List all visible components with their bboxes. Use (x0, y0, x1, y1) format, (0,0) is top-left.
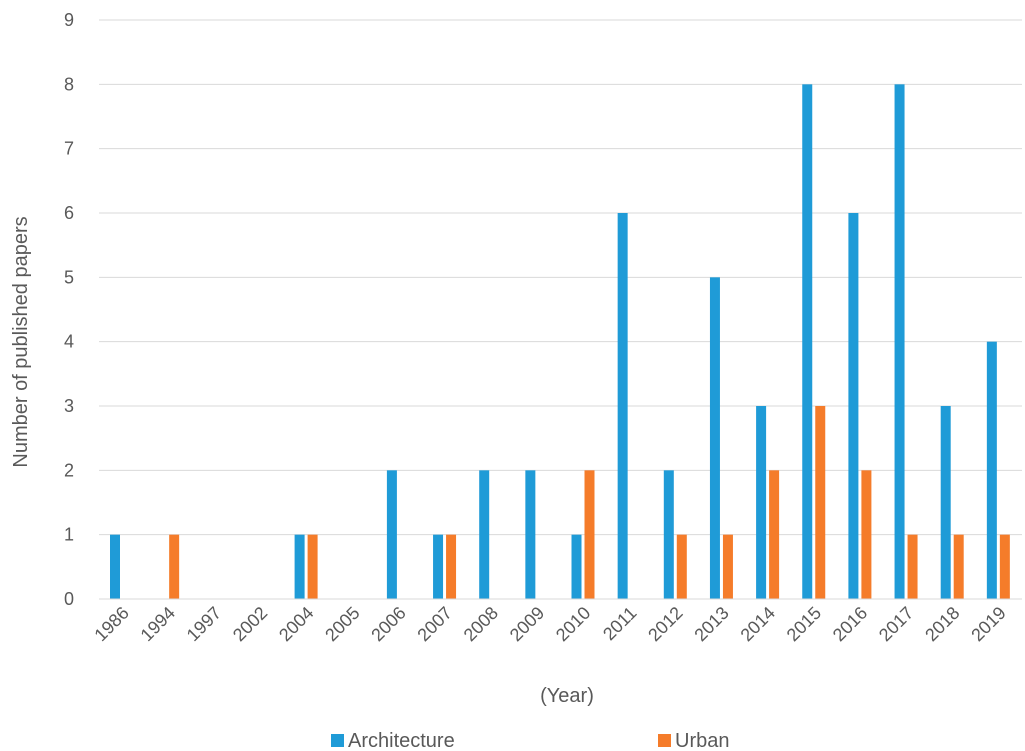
x-tick-label: 2009 (506, 603, 548, 645)
x-tick-label: 2012 (644, 603, 686, 645)
x-tick-label: 2008 (460, 603, 502, 645)
x-tick-label: 2006 (367, 603, 409, 645)
bar-architecture-2018 (940, 406, 951, 599)
y-tick-label: 1 (64, 525, 74, 545)
y-axis-title: Number of published papers (10, 216, 32, 467)
bar-urban-2010 (584, 470, 595, 599)
bar-urban-2012 (676, 534, 687, 599)
x-axis-ticks: 1986 1994 1997 2002 2004 2005 2006 2007 2008 2009… (90, 603, 1009, 645)
bar-urban-2018 (953, 534, 964, 599)
bar-urban-2017 (907, 534, 918, 599)
y-tick-label: 0 (64, 589, 74, 609)
bar-urban-2019 (999, 534, 1010, 599)
bar-urban-2014 (769, 470, 780, 599)
bar-urban-2007 (446, 534, 457, 599)
bar-architecture-2016 (848, 213, 859, 599)
bar-architecture-2014 (756, 406, 767, 599)
y-tick-label: 8 (64, 74, 74, 94)
gridlines (99, 19, 1022, 536)
y-tick-label: 7 (64, 139, 74, 159)
y-axis-ticks: 0 1 2 3 4 5 6 7 8 9 (64, 10, 74, 609)
y-tick-label: 2 (64, 460, 74, 480)
bar-architecture-2009 (525, 470, 536, 599)
bar-architecture-1986 (110, 534, 120, 599)
bar-architecture-2017 (894, 84, 905, 600)
bar-urban-2015 (815, 406, 826, 599)
bar-architecture-2007 (433, 534, 444, 599)
y-tick-label: 5 (64, 267, 74, 287)
legend-swatch-architecture (331, 734, 344, 747)
bar-architecture-2012 (663, 470, 674, 599)
x-tick-label: 2007 (413, 603, 455, 645)
x-tick-label: 2014 (737, 603, 779, 645)
x-tick-label: 2016 (829, 603, 871, 645)
x-tick-label: 2018 (921, 603, 963, 645)
x-tick-label: 1994 (137, 603, 179, 645)
x-tick-label: 2015 (783, 603, 825, 645)
y-tick-label: 3 (64, 396, 74, 416)
y-tick-label: 9 (64, 10, 74, 30)
x-tick-label: 2017 (875, 603, 917, 645)
bar-architecture-2019 (986, 341, 997, 599)
x-tick-label: 2013 (690, 603, 732, 645)
bar-architecture-2015 (802, 84, 813, 600)
bar-architecture-2004 (294, 534, 305, 599)
y-tick-label: 4 (64, 332, 74, 352)
bar-architecture-2013 (709, 277, 720, 599)
x-tick-label: 1997 (183, 603, 225, 645)
legend: Architecture Urban (331, 730, 729, 751)
x-axis-title: (Year) (540, 685, 594, 707)
legend-label-urban: Urban (675, 730, 729, 751)
x-tick-label: 2011 (599, 603, 641, 645)
x-tick-label: 2002 (229, 603, 271, 645)
bar-urban-2013 (722, 534, 733, 599)
x-tick-label: 2019 (967, 603, 1009, 645)
x-tick-label: 1986 (90, 603, 132, 645)
y-tick-label: 6 (64, 203, 74, 223)
bar-urban-2004 (307, 534, 318, 599)
legend-label-architecture: Architecture (348, 730, 455, 751)
bar-urban-2016 (861, 470, 872, 599)
bar-architecture-2008 (479, 470, 490, 599)
x-tick-label: 2010 (552, 603, 594, 645)
legend-swatch-urban (658, 734, 671, 747)
bar-architecture-2010 (571, 534, 582, 599)
x-tick-label: 2004 (275, 603, 317, 645)
bars (110, 84, 1010, 600)
bar-architecture-2006 (386, 470, 397, 599)
bar-urban-1994 (169, 534, 180, 599)
x-tick-label: 2005 (321, 603, 363, 645)
bar-architecture-2011 (617, 213, 628, 599)
